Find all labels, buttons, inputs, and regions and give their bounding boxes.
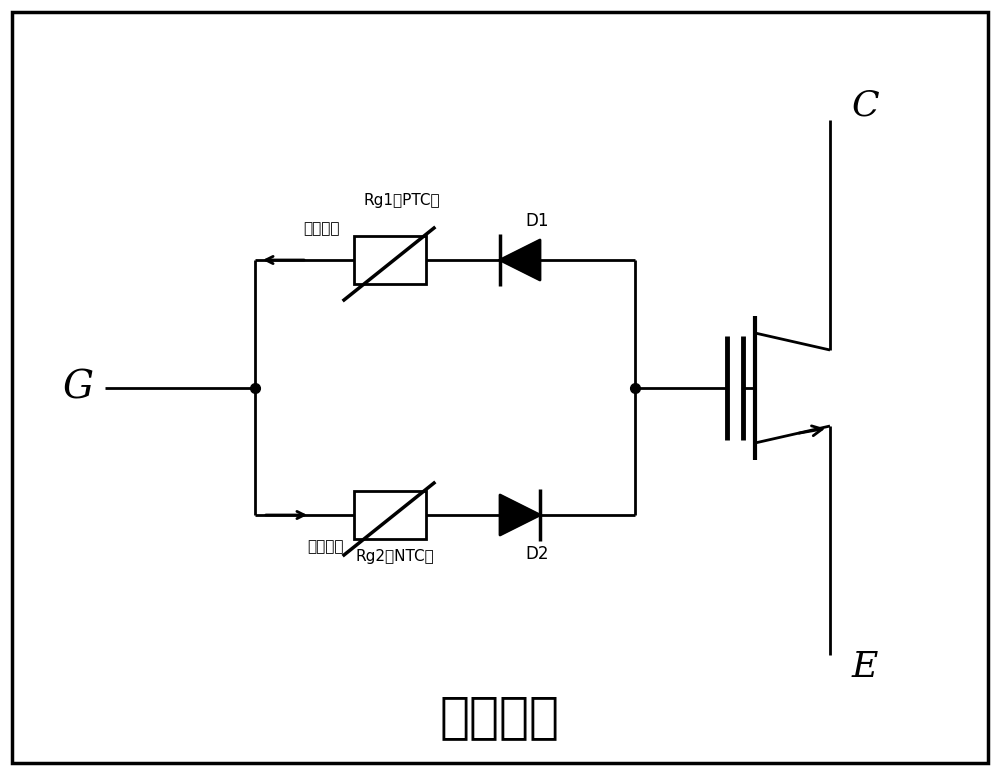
Text: 关断电流: 关断电流 xyxy=(304,221,340,236)
Text: D2: D2 xyxy=(525,545,548,563)
Text: Rg1（PTC）: Rg1（PTC） xyxy=(364,193,440,208)
Text: E: E xyxy=(852,650,878,684)
Text: C: C xyxy=(852,88,880,122)
Bar xyxy=(354,491,426,539)
Bar xyxy=(354,236,426,284)
Text: D1: D1 xyxy=(525,212,548,230)
Polygon shape xyxy=(500,240,540,280)
Text: 开通电流: 开通电流 xyxy=(308,539,344,554)
Polygon shape xyxy=(500,495,540,535)
Text: 元胞单元: 元胞单元 xyxy=(440,693,560,741)
Text: G: G xyxy=(62,370,94,407)
Text: Rg2（NTC）: Rg2（NTC） xyxy=(356,549,434,564)
